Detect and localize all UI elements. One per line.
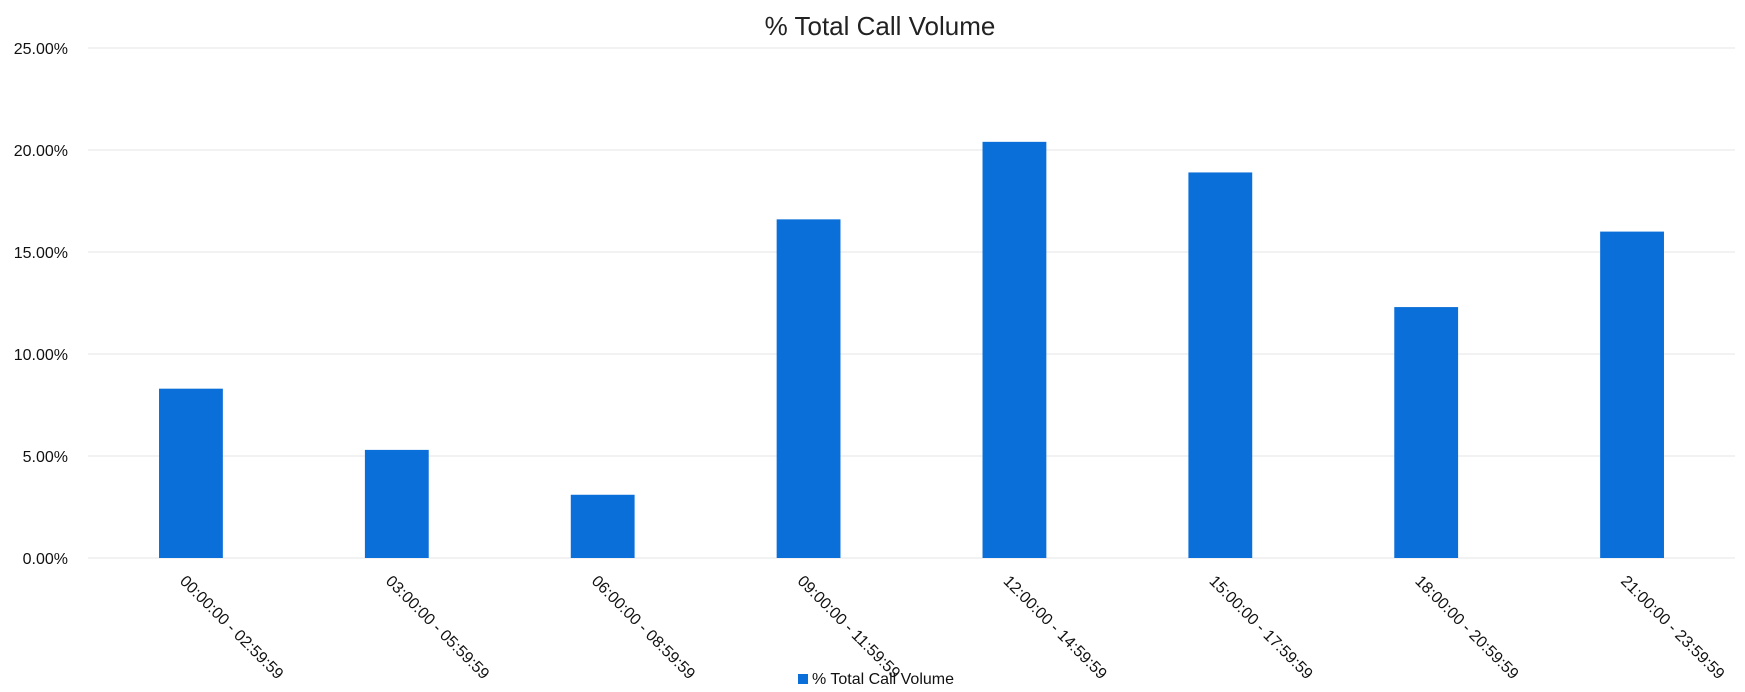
x-tick-label: 18:00:00 - 20:59:59: [1411, 573, 1521, 683]
bar: [1188, 172, 1253, 558]
bar: [1394, 307, 1459, 558]
y-axis-ticks: 0.00% 5.00% 10.00% 15.00% 20.00% 25.00%: [14, 41, 68, 568]
bar: [776, 219, 841, 559]
y-tick-label: 0.00%: [23, 551, 68, 568]
chart-title: % Total Call Volume: [765, 11, 996, 41]
bar: [159, 388, 223, 558]
bar: [364, 449, 429, 558]
x-tick-label: 03:00:00 - 05:59:59: [382, 573, 492, 683]
y-tick-label: 15.00%: [14, 245, 68, 262]
x-tick-label: 06:00:00 - 08:59:59: [588, 573, 698, 683]
bar: [982, 141, 1047, 558]
legend-label: % Total Call Volume: [812, 671, 954, 688]
y-tick-label: 20.00%: [14, 143, 68, 160]
x-tick-label: 09:00:00 - 11:59:59: [794, 573, 903, 682]
y-tick-label: 5.00%: [23, 449, 68, 466]
bar: [1600, 231, 1664, 558]
y-tick-label: 25.00%: [14, 41, 68, 58]
legend-swatch: [798, 674, 808, 684]
bar: [570, 494, 635, 558]
legend: % Total Call Volume: [798, 671, 954, 688]
x-tick-label: 15:00:00 - 17:59:59: [1205, 573, 1315, 683]
gridlines: [88, 47, 1735, 559]
x-tick-label: 00:00:00 - 02:59:59: [176, 573, 286, 683]
x-tick-label: 21:00:00 - 23:59:59: [1617, 573, 1727, 683]
x-axis-ticks: 00:00:00 - 02:59:59 03:00:00 - 05:59:59 06…: [176, 573, 1727, 683]
bars: [159, 141, 1664, 559]
x-tick-label: 12:00:00 - 14:59:59: [1000, 573, 1110, 683]
y-tick-label: 10.00%: [14, 347, 68, 364]
